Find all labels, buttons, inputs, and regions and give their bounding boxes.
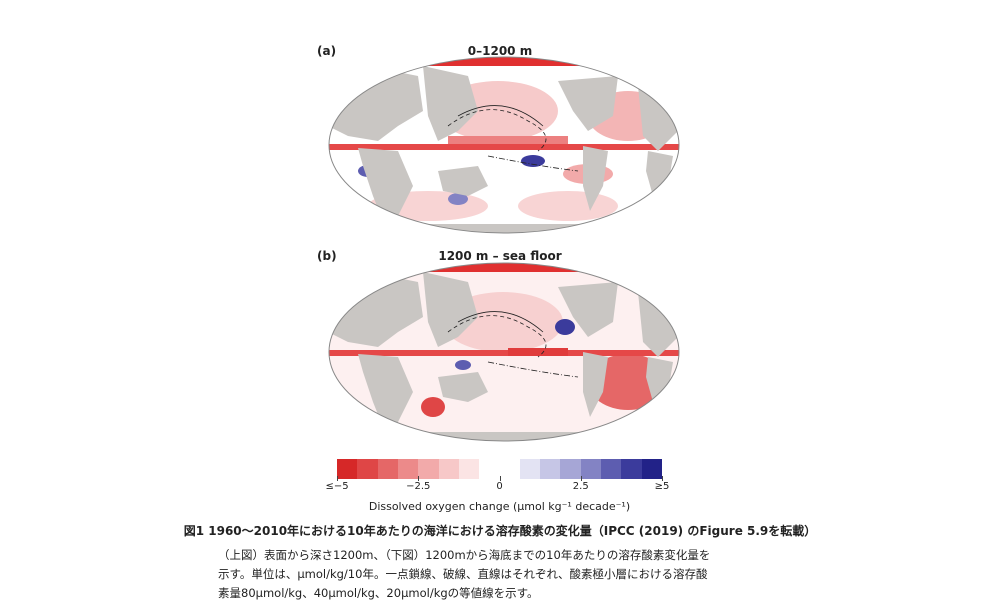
caption-line: （上図）表面から深さ1200m、（下図）1200mから海底までの10年あたりの溶… — [218, 548, 711, 562]
colorbar-swatch — [397, 459, 419, 479]
colorbar-swatch — [438, 459, 459, 479]
colorbar-swatch — [499, 459, 520, 479]
colorbar-tick-label: 0 — [496, 481, 503, 492]
panel-a-label: (a) — [317, 44, 337, 58]
colorbar-tick-label: ≤−5 — [325, 481, 349, 492]
colorbar-swatch — [540, 459, 561, 479]
colorbar-tickmark — [337, 476, 338, 481]
colorbar-swatch — [377, 459, 398, 479]
colorbar-swatch — [560, 459, 581, 479]
map-panel-b — [328, 262, 680, 442]
colorbar-swatch — [519, 459, 541, 479]
figure-caption-title: 図1 1960〜2010年における10年あたりの海洋における溶存酸素の変化量（I… — [183, 524, 817, 538]
colorbar-tickmark — [580, 476, 582, 481]
colorbar-tick-label: ≥5 — [654, 481, 670, 492]
colorbar-swatch — [601, 459, 622, 479]
panel-b-title: 1200 m – sea floor — [438, 249, 562, 263]
colorbar-tickmark — [418, 476, 420, 481]
colorbar-swatch — [580, 459, 602, 479]
colorbar-tick-label: 2.5 — [572, 481, 589, 492]
colorbar-swatch — [337, 459, 358, 479]
colorbar — [337, 459, 662, 479]
colorbar-swatch — [641, 459, 662, 479]
panel-a-title: 0–1200 m — [467, 44, 533, 58]
colorbar-tick-label: −2.5 — [406, 481, 431, 492]
colorbar-tickmark — [662, 476, 663, 481]
colorbar-swatch — [458, 459, 480, 479]
colorbar-swatch — [479, 459, 500, 479]
colorbar-swatch — [357, 459, 378, 479]
colorbar-label: Dissolved oxygen change (μmol kg⁻¹ decad… — [368, 500, 631, 513]
colorbar-swatch — [621, 459, 642, 479]
caption-line: 示す。単位は、μmol/kg/10年。一点鎖線、破線、直線はそれぞれ、酸素極小層… — [218, 567, 708, 581]
colorbar-swatch — [418, 459, 439, 479]
colorbar-tickmark — [499, 476, 501, 481]
panel-b-label: (b) — [317, 249, 337, 263]
caption-line: 素量80μmol/kg、40μmol/kg、20μmol/kgの等値線を示す。 — [218, 586, 539, 600]
map-panel-a — [328, 56, 680, 234]
figure-caption-body: （上図）表面から深さ1200m、（下図）1200mから海底までの10年あたりの溶… — [218, 546, 818, 603]
